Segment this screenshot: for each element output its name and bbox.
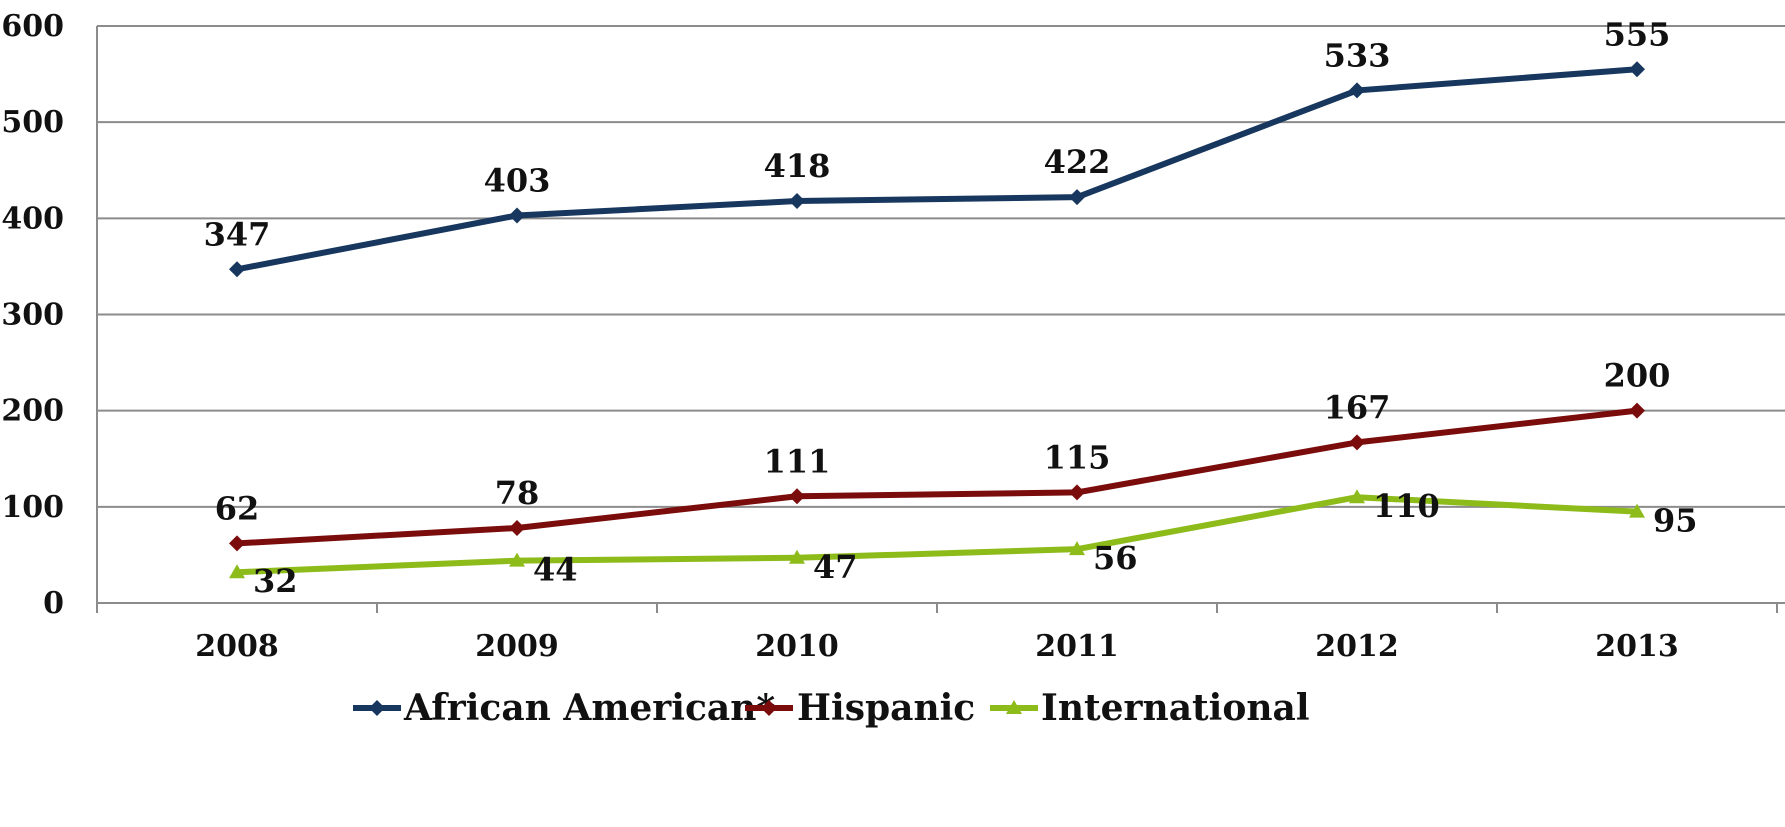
data-point-hispanic — [229, 535, 245, 552]
y-tick-label: 600 — [1, 9, 64, 44]
data-label-african-american: 533 — [1324, 36, 1391, 74]
series-line-hispanic — [234, 407, 1640, 547]
data-point-international — [229, 564, 245, 579]
data-label-african-american: 422 — [1044, 143, 1111, 181]
legend: African American* Hispanic International — [353, 687, 1310, 729]
data-label-international: 56 — [1093, 539, 1138, 577]
data-label-international: 44 — [533, 551, 578, 589]
x-tick-label: 2013 — [1595, 629, 1679, 664]
legend-marker-hispanic — [761, 700, 777, 716]
legend-item-african-american: African American* — [353, 687, 775, 729]
x-tick-label: 2012 — [1315, 629, 1399, 664]
data-point-international — [789, 549, 805, 564]
data-point-african-american — [1629, 61, 1645, 78]
x-tick-label: 2009 — [475, 629, 559, 664]
data-point-hispanic — [789, 488, 805, 505]
y-tick-label: 500 — [1, 105, 64, 140]
data-point-african-american — [229, 261, 245, 278]
data-point-international — [1349, 489, 1365, 504]
legend-marker-african-american — [369, 700, 385, 716]
data-label-hispanic: 62 — [215, 489, 260, 527]
legend-marker-international — [1006, 700, 1022, 714]
data-point-african-american — [509, 207, 525, 224]
data-point-african-american — [1349, 82, 1365, 99]
data-label-hispanic: 111 — [764, 442, 831, 480]
y-tick-label: 200 — [1, 394, 64, 429]
legend-label-hispanic: Hispanic — [797, 687, 975, 729]
x-tick-label: 2010 — [755, 629, 839, 664]
y-tick-label: 300 — [1, 298, 64, 333]
data-point-hispanic — [1069, 484, 1085, 501]
series-line-international — [234, 494, 1640, 576]
data-point-hispanic — [1629, 402, 1645, 419]
y-tick-label: 0 — [43, 586, 64, 621]
series-lines — [229, 61, 1645, 579]
data-point-international — [509, 552, 525, 567]
series-line-african-american — [234, 66, 1640, 273]
data-label-african-american: 555 — [1604, 15, 1671, 53]
y-tick-label: 400 — [1, 201, 64, 236]
data-point-hispanic — [509, 519, 525, 536]
legend-item-hispanic: Hispanic — [745, 687, 975, 729]
y-tick-label: 100 — [1, 490, 64, 525]
data-label-african-american: 403 — [484, 161, 551, 199]
legend-item-international: International — [990, 687, 1310, 729]
data-label-african-american: 347 — [204, 215, 271, 253]
data-labels: 347 403 418 422 533 555 62 78 111 115 167 200 32 44 47… — [204, 15, 1698, 600]
data-label-international: 32 — [253, 562, 298, 600]
x-tick-label: 2008 — [195, 629, 279, 664]
data-label-international: 47 — [813, 548, 858, 586]
legend-label-international: International — [1041, 687, 1310, 729]
data-label-hispanic: 200 — [1604, 357, 1671, 395]
data-point-international — [1629, 503, 1645, 518]
data-label-hispanic: 115 — [1044, 438, 1111, 476]
data-label-international: 95 — [1653, 502, 1698, 540]
data-label-international: 110 — [1373, 487, 1440, 525]
data-label-hispanic: 167 — [1324, 388, 1391, 426]
axes: 0 100 200 300 400 500 600 2008 2009 2010 2011 2012 2… — [1, 9, 1785, 664]
gridlines — [97, 25, 1785, 508]
x-tick-label: 2011 — [1035, 629, 1119, 664]
legend-label-african-american: African American* — [403, 687, 775, 729]
data-point-african-american — [789, 193, 805, 210]
data-point-hispanic — [1349, 434, 1365, 451]
data-label-african-american: 418 — [764, 147, 831, 185]
data-point-african-american — [1069, 189, 1085, 206]
data-point-international — [1069, 541, 1085, 556]
data-label-hispanic: 78 — [495, 474, 540, 512]
